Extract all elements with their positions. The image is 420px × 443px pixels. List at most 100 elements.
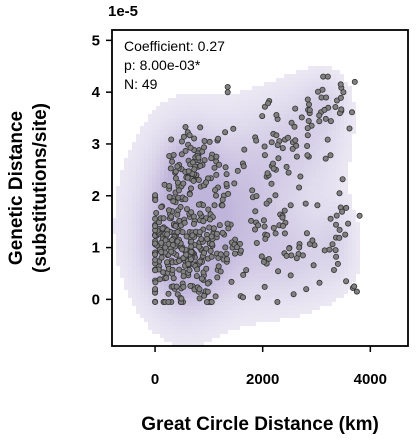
kde-cell (332, 190, 336, 194)
kde-cell (312, 214, 316, 218)
kde-cell (116, 262, 120, 266)
kde-cell (184, 298, 188, 302)
scatter-point (160, 269, 167, 276)
kde-cell (332, 262, 336, 266)
kde-cell (132, 274, 136, 278)
kde-cell (344, 102, 348, 106)
kde-cell (192, 306, 196, 310)
kde-cell (164, 150, 168, 154)
kde-cell (228, 182, 232, 186)
kde-cell (220, 226, 224, 230)
kde-cell (252, 306, 256, 310)
kde-cell (244, 170, 248, 174)
kde-cell (136, 190, 140, 194)
kde-cell (312, 118, 316, 122)
kde-cell (164, 306, 168, 310)
kde-cell (140, 194, 144, 198)
kde-cell (304, 302, 308, 306)
kde-cell (160, 130, 164, 134)
kde-cell (236, 162, 240, 166)
kde-cell (280, 294, 284, 298)
kde-cell (204, 222, 208, 226)
kde-cell (148, 250, 152, 254)
kde-cell (244, 298, 248, 302)
kde-cell (172, 98, 176, 102)
kde-cell (128, 290, 132, 294)
kde-cell (336, 74, 340, 78)
kde-cell (180, 94, 184, 98)
kde-cell (264, 302, 268, 306)
kde-cell (168, 106, 172, 110)
kde-cell (140, 146, 144, 150)
kde-cell (296, 198, 300, 202)
kde-cell (288, 242, 292, 246)
kde-cell (148, 298, 152, 302)
kde-cell (204, 94, 208, 98)
kde-cell (236, 186, 240, 190)
kde-cell (336, 174, 340, 178)
kde-cell (312, 282, 316, 286)
kde-cell (212, 138, 216, 142)
kde-cell (288, 162, 292, 166)
kde-cell (148, 294, 152, 298)
x-axis-label: Great Circle Distance (km) (141, 414, 379, 435)
kde-cell (248, 302, 252, 306)
kde-cell (196, 334, 200, 338)
kde-cell (136, 198, 140, 202)
kde-cell (232, 322, 236, 326)
kde-cell (236, 126, 240, 130)
scatter-point (172, 222, 179, 229)
kde-cell (144, 150, 148, 154)
kde-cell (272, 126, 276, 130)
kde-cell (300, 102, 304, 106)
kde-cell (288, 110, 292, 114)
kde-cell (328, 102, 332, 106)
kde-cell (300, 310, 304, 314)
kde-cell (340, 258, 344, 262)
kde-cell (164, 314, 168, 318)
kde-cell (120, 222, 124, 226)
kde-cell (196, 222, 200, 226)
kde-cell (232, 106, 236, 110)
kde-cell (276, 78, 280, 82)
kde-cell (304, 182, 308, 186)
kde-cell (252, 234, 256, 238)
kde-cell (188, 222, 192, 226)
kde-cell (272, 118, 276, 122)
scatter-point (343, 204, 350, 211)
kde-cell (344, 138, 348, 142)
kde-cell (240, 126, 244, 130)
kde-cell (148, 158, 152, 162)
kde-cell (136, 274, 140, 278)
kde-cell (344, 158, 348, 162)
kde-cell (336, 194, 340, 198)
kde-cell (164, 146, 168, 150)
kde-cell (228, 166, 232, 170)
kde-cell (176, 278, 180, 282)
kde-cell (328, 274, 332, 278)
kde-cell (144, 202, 148, 206)
kde-cell (276, 174, 280, 178)
kde-cell (200, 342, 204, 346)
scatter-point (339, 176, 346, 183)
kde-cell (292, 214, 296, 218)
kde-cell (304, 158, 308, 162)
kde-cell (280, 306, 284, 310)
kde-cell (236, 102, 240, 106)
scatter-point (275, 155, 282, 162)
kde-cell (320, 126, 324, 130)
kde-cell (332, 274, 336, 278)
kde-cell (280, 174, 284, 178)
kde-cell (192, 278, 196, 282)
kde-cell (332, 138, 336, 142)
kde-cell (248, 154, 252, 158)
kde-cell (272, 250, 276, 254)
kde-cell (332, 126, 336, 130)
kde-cell (232, 166, 236, 170)
kde-cell (164, 294, 168, 298)
kde-cell (244, 314, 248, 318)
kde-cell (328, 122, 332, 126)
kde-cell (132, 206, 136, 210)
kde-cell (236, 154, 240, 158)
scatter-point (174, 211, 181, 218)
